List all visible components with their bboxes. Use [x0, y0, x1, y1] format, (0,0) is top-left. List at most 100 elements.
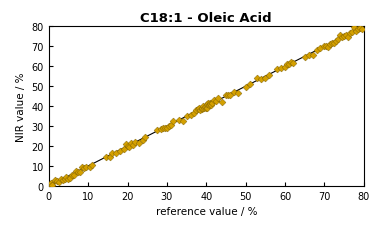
Point — [357, 27, 363, 31]
Point — [154, 128, 160, 132]
Point — [49, 183, 55, 187]
Point — [355, 28, 361, 32]
Point — [258, 78, 264, 81]
Point — [204, 103, 210, 107]
Point — [254, 77, 260, 80]
Point — [89, 163, 95, 167]
Point — [52, 179, 58, 183]
Point — [207, 101, 213, 105]
Point — [353, 30, 359, 33]
Point — [290, 62, 296, 66]
Point — [302, 56, 307, 59]
Point — [343, 35, 349, 38]
Point — [166, 125, 172, 128]
Point — [62, 177, 68, 181]
Point — [327, 43, 333, 47]
Point — [128, 141, 134, 145]
Point — [47, 183, 53, 186]
Point — [58, 178, 64, 181]
Y-axis label: NIR value / %: NIR value / % — [16, 72, 26, 141]
Point — [347, 32, 353, 36]
Point — [206, 104, 212, 107]
Point — [60, 178, 66, 182]
Point — [164, 127, 170, 131]
Point — [140, 139, 146, 142]
Point — [188, 114, 194, 117]
Point — [197, 109, 203, 113]
Point — [288, 61, 294, 64]
Point — [130, 143, 136, 147]
Point — [317, 47, 323, 50]
Point — [329, 42, 335, 45]
Point — [235, 92, 241, 96]
Point — [63, 175, 69, 179]
Point — [207, 102, 213, 106]
Point — [341, 35, 347, 39]
Point — [48, 183, 54, 187]
Point — [136, 142, 142, 145]
Point — [158, 127, 164, 131]
Point — [54, 179, 60, 183]
Point — [160, 127, 166, 131]
Point — [184, 114, 189, 118]
Point — [117, 149, 123, 153]
Point — [132, 140, 138, 144]
Point — [215, 96, 221, 100]
Point — [170, 120, 176, 124]
Point — [203, 107, 209, 110]
Point — [46, 184, 53, 188]
Point — [247, 82, 253, 86]
Point — [243, 85, 249, 89]
Point — [81, 167, 87, 170]
Point — [112, 151, 118, 155]
Point — [168, 123, 174, 127]
Point — [286, 63, 292, 67]
Point — [124, 145, 130, 148]
Point — [194, 109, 200, 113]
Point — [65, 178, 71, 181]
Point — [69, 173, 75, 177]
Point — [198, 108, 204, 111]
Point — [333, 39, 339, 43]
X-axis label: reference value / %: reference value / % — [156, 207, 257, 216]
Point — [103, 155, 109, 159]
Point — [321, 45, 327, 49]
Point — [68, 176, 74, 180]
Point — [73, 170, 80, 174]
Point — [359, 28, 365, 32]
Point — [306, 54, 312, 57]
Point — [123, 143, 129, 146]
Point — [349, 31, 355, 35]
Point — [325, 46, 332, 49]
Point — [196, 107, 202, 111]
Point — [282, 66, 288, 70]
Point — [77, 171, 83, 174]
Point — [278, 67, 284, 70]
Point — [219, 101, 225, 105]
Point — [310, 54, 316, 57]
Point — [211, 99, 217, 102]
Point — [209, 101, 215, 105]
Point — [345, 36, 351, 40]
Point — [75, 171, 81, 175]
Point — [314, 49, 320, 52]
Point — [162, 126, 168, 130]
Point — [200, 105, 206, 109]
Point — [200, 106, 206, 110]
Point — [223, 94, 229, 97]
Point — [225, 94, 231, 97]
Point — [195, 107, 201, 111]
Point — [107, 155, 113, 159]
Point — [262, 76, 268, 80]
Point — [339, 36, 345, 40]
Point — [204, 106, 210, 110]
Point — [79, 165, 85, 169]
Point — [71, 173, 77, 177]
Point — [351, 27, 357, 30]
Point — [87, 166, 93, 169]
Point — [126, 145, 132, 149]
Point — [180, 120, 186, 123]
Point — [176, 118, 181, 122]
Point — [48, 181, 54, 185]
Point — [274, 68, 280, 71]
